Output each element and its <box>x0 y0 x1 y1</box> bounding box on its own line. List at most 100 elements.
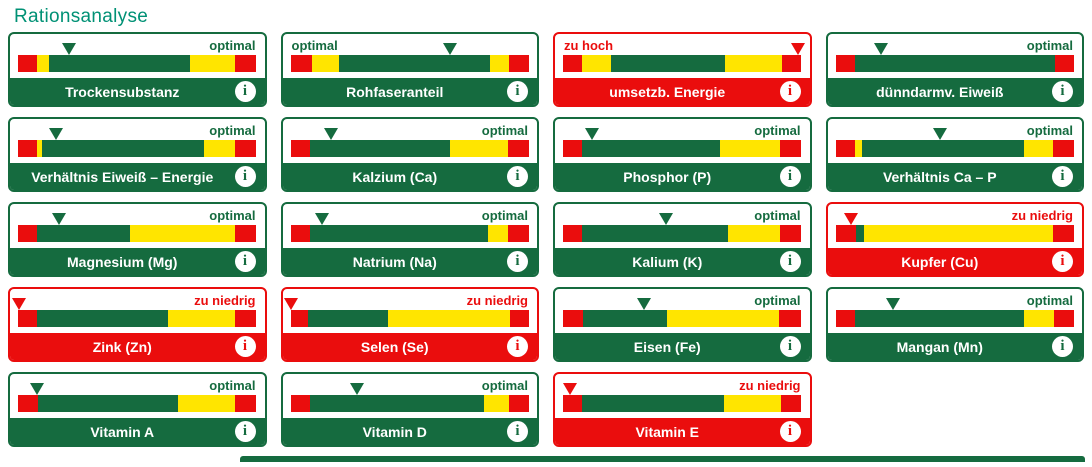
zone-track <box>290 140 530 157</box>
yellow-zone-segment <box>488 225 508 242</box>
info-icon[interactable]: i <box>234 81 256 102</box>
green-zone-segment <box>582 225 728 242</box>
info-icon[interactable]: i <box>779 81 801 102</box>
info-icon[interactable]: i <box>1052 166 1073 187</box>
info-icon[interactable]: i <box>507 166 528 187</box>
zone-track <box>290 310 530 327</box>
nutrient-gauge: optimal <box>828 34 1083 78</box>
info-icon[interactable]: i <box>1052 336 1073 357</box>
info-icon[interactable]: i <box>779 421 801 442</box>
nutrient-card-11: optimal Kalium (K) i <box>553 202 812 277</box>
yellow-zone-segment <box>723 395 782 412</box>
status-label: optimal <box>754 293 801 308</box>
nutrient-gauge: zu niedrig <box>555 374 810 418</box>
value-marker-icon <box>584 128 599 140</box>
red-zone-segment <box>18 225 38 242</box>
info-icon[interactable]: i <box>507 81 528 102</box>
red-zone-segment <box>563 140 583 157</box>
info-icon[interactable]: i <box>507 336 528 357</box>
red-zone-segment <box>1053 310 1074 327</box>
info-letter: i <box>787 423 793 439</box>
yellow-zone-segment <box>388 310 510 327</box>
card-footer: Magnesium (Mg) i <box>10 248 265 275</box>
cards-grid: optimal Trockensubstanz i optimal Rohfas… <box>0 32 1092 447</box>
zone-track <box>835 55 1075 72</box>
nutrient-name: Verhältnis Ca – P <box>882 168 997 185</box>
red-zone-segment <box>780 140 802 157</box>
yellow-zone-segment <box>204 140 236 157</box>
nutrient-gauge: optimal <box>10 119 265 163</box>
green-zone-segment <box>308 310 389 327</box>
value-marker-icon <box>314 213 329 225</box>
status-label: optimal <box>209 123 256 138</box>
red-zone-segment <box>290 395 310 412</box>
nutrient-name: Zink (Zn) <box>92 338 152 355</box>
value-marker-icon <box>443 43 458 55</box>
info-icon[interactable]: i <box>1052 81 1073 102</box>
nutrient-gauge: optimal <box>828 289 1083 333</box>
info-letter: i <box>515 253 520 269</box>
info-icon[interactable]: i <box>234 336 256 357</box>
value-marker-icon <box>933 128 948 140</box>
info-icon[interactable]: i <box>779 166 801 187</box>
zone-track <box>290 225 530 242</box>
nutrient-name: Vitamin E <box>635 423 700 440</box>
nutrient-gauge: optimal <box>10 374 265 418</box>
info-letter: i <box>787 253 793 269</box>
info-icon[interactable]: i <box>779 336 801 357</box>
red-zone-segment <box>235 140 257 157</box>
nutrient-card-16: optimal Mangan (Mn) i <box>825 287 1084 362</box>
info-icon[interactable]: i <box>507 251 528 272</box>
nutrient-name: Kupfer (Cu) <box>901 253 979 270</box>
info-icon[interactable]: i <box>779 251 801 272</box>
value-marker-icon <box>62 43 77 55</box>
zone-track <box>290 395 530 412</box>
red-zone-segment <box>508 55 529 72</box>
nutrient-gauge: optimal <box>828 119 1083 163</box>
info-icon[interactable]: i <box>1052 251 1073 272</box>
nutrient-name: Trockensubstanz <box>65 83 180 100</box>
zone-track-wrap <box>290 213 530 242</box>
green-zone-segment <box>861 140 1024 157</box>
value-marker-icon <box>637 298 652 310</box>
green-zone-segment <box>38 395 178 412</box>
nutrient-name: Phosphor (P) <box>623 168 712 185</box>
card-footer: Vitamin D i <box>282 418 537 445</box>
value-marker-icon <box>12 298 27 310</box>
info-icon[interactable]: i <box>507 421 528 442</box>
nutrient-card-17: optimal Vitamin A i <box>8 372 267 447</box>
nutrient-card-4: optimal dünndarmv. Eiweiß i <box>825 32 1084 107</box>
status-label: optimal <box>209 208 256 223</box>
red-zone-segment <box>780 225 802 242</box>
green-zone-segment <box>49 55 190 72</box>
zone-track <box>563 310 802 327</box>
info-letter: i <box>787 83 793 99</box>
nutrient-name: Rohfaseranteil <box>346 83 444 100</box>
yellow-zone-segment <box>864 225 1053 242</box>
nutrient-card-7: optimal Phosphor (P) i <box>553 117 812 192</box>
green-zone-segment <box>309 140 451 157</box>
info-letter: i <box>242 253 248 269</box>
nutrient-name: Vitamin D <box>362 423 427 440</box>
yellow-zone-segment <box>666 310 779 327</box>
info-letter: i <box>515 423 520 439</box>
yellow-zone-segment <box>37 140 42 157</box>
zone-track <box>835 225 1075 242</box>
value-marker-icon <box>790 43 805 55</box>
value-marker-icon <box>283 298 298 310</box>
nutrient-card-9: optimal Magnesium (Mg) i <box>8 202 267 277</box>
zone-track-wrap <box>835 128 1075 157</box>
info-icon[interactable]: i <box>234 421 256 442</box>
status-label: optimal <box>1026 293 1073 308</box>
card-footer: Verhältnis Eiweiß – Energie i <box>10 163 265 190</box>
nutrient-gauge: optimal <box>283 119 538 163</box>
info-icon[interactable]: i <box>234 251 256 272</box>
yellow-zone-segment <box>1023 310 1054 327</box>
nutrient-gauge: optimal <box>555 119 810 163</box>
nutrient-card-12: zu niedrig Kupfer (Cu) i <box>825 202 1084 277</box>
info-icon[interactable]: i <box>234 166 256 187</box>
green-zone-segment <box>41 140 205 157</box>
nutrient-name: dünndarmv. Eiweiß <box>876 83 1004 100</box>
red-zone-segment <box>835 55 855 72</box>
zone-track-wrap <box>18 43 257 72</box>
